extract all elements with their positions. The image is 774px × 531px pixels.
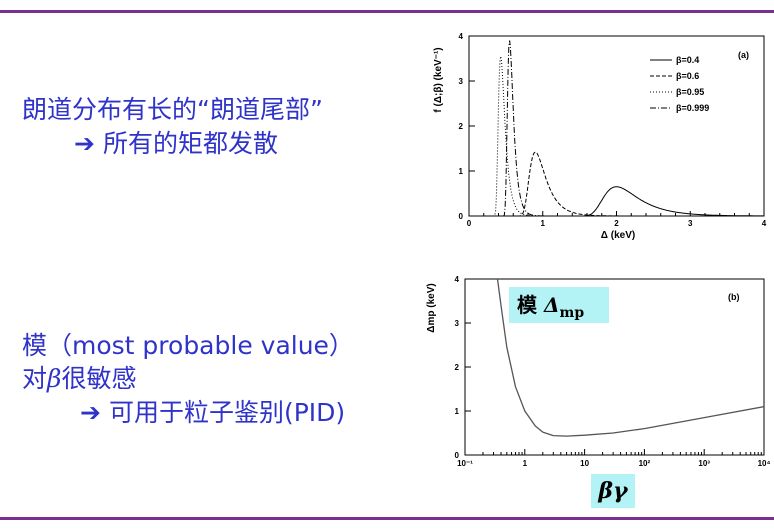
beta-symbol: β bbox=[47, 364, 62, 393]
chart-a-ylabel: f (Δ;β) (keV⁻¹) bbox=[433, 47, 444, 112]
chart-a-ytick-label: 4 bbox=[459, 32, 464, 41]
chart-b-ytick-label: 4 bbox=[455, 275, 460, 284]
delta-sub: mp bbox=[559, 305, 585, 321]
text-line-landau-tail: 朗道分布有长的“朗道尾部” bbox=[22, 95, 323, 124]
chart-a-series-2 bbox=[469, 56, 764, 217]
chart-a-xtick-label: 0 bbox=[467, 219, 472, 228]
arrow-icon: ➔ bbox=[80, 398, 101, 427]
chart-b-ytick-label: 2 bbox=[455, 363, 460, 372]
chart-a-frame bbox=[468, 35, 765, 217]
chart-b: 10⁻¹ 1 10 10² 10³ 10⁴ 0 1 2 3 4 Δmp (keV) (b) bbox=[426, 275, 770, 468]
legend-label-2: β=0.95 bbox=[676, 87, 704, 97]
chart-a-series-3 bbox=[469, 40, 764, 217]
pid-text: 可用于粒子鉴别(PID) bbox=[108, 398, 346, 427]
chart-a-series-1 bbox=[469, 151, 764, 217]
chart-a-ytick-label: 0 bbox=[459, 212, 464, 221]
legend-label-1: β=0.6 bbox=[676, 71, 699, 81]
legend-label-3: β=0.999 bbox=[676, 103, 709, 113]
chart-b-xtick-label: 10² bbox=[639, 459, 651, 468]
text-line-beta-sensitive: 对β很敏感 bbox=[22, 359, 136, 395]
beta-post: 很敏感 bbox=[61, 364, 137, 393]
chart-a-xtick-label: 3 bbox=[688, 219, 693, 228]
chart-b-xtick-label: 10 bbox=[580, 459, 589, 468]
chart-b-series-0 bbox=[496, 278, 765, 437]
text-line-pid: ➔ 可用于粒子鉴别(PID) bbox=[80, 393, 345, 429]
legend-label-0: β=0.4 bbox=[676, 55, 699, 65]
delta-symbol: Δ bbox=[543, 293, 560, 317]
chart-a: 0 1 2 3 4 0 1 2 3 4 Δ (keV) f (Δ;β) (keV⁻¹) (a) β=0.4… bbox=[433, 32, 767, 241]
arrow-icon: ➔ bbox=[74, 129, 95, 158]
chart-b-ytick-label: 0 bbox=[455, 451, 460, 460]
chart-b-xtick-label: 10⁴ bbox=[758, 459, 771, 468]
chart-b-ytick-label: 3 bbox=[455, 319, 460, 328]
chart-b-ylabel: Δmp (keV) bbox=[426, 283, 437, 332]
chart-a-xtick-label: 1 bbox=[541, 219, 546, 228]
chart-b-ytick-label: 1 bbox=[455, 407, 460, 416]
beta-pre: 对 bbox=[22, 364, 48, 393]
chart-a-ytick-label: 2 bbox=[459, 122, 464, 131]
chart-a-xlabel: Δ (keV) bbox=[601, 230, 635, 241]
chart-a-xtick-label: 2 bbox=[614, 219, 619, 228]
chart-b-xtick-label: 1 bbox=[523, 459, 528, 468]
chart-a-xtick-label: 4 bbox=[762, 219, 767, 228]
chart-b-xtick-label: 10⁻¹ bbox=[457, 459, 473, 468]
text-line-most-probable: 模（most probable value） bbox=[22, 331, 354, 360]
bottom-rule bbox=[0, 517, 774, 520]
chart-a-panel-label: (a) bbox=[738, 50, 749, 60]
betagamma-label: βγ bbox=[591, 474, 635, 508]
top-rule bbox=[0, 10, 774, 13]
mode-label: 模 bbox=[517, 293, 537, 317]
chart-b-xtick-label: 10³ bbox=[698, 459, 710, 468]
text-line-moments-diverge: ➔ 所有的矩都发散 bbox=[74, 124, 278, 160]
mode-delta-mp-label: 模 Δmp bbox=[509, 287, 609, 323]
chart-a-ytick-label: 3 bbox=[459, 77, 464, 86]
chart-b-panel-label: (b) bbox=[728, 292, 740, 302]
chart-a-ytick-label: 1 bbox=[459, 167, 464, 176]
moments-text: 所有的矩都发散 bbox=[102, 129, 278, 158]
